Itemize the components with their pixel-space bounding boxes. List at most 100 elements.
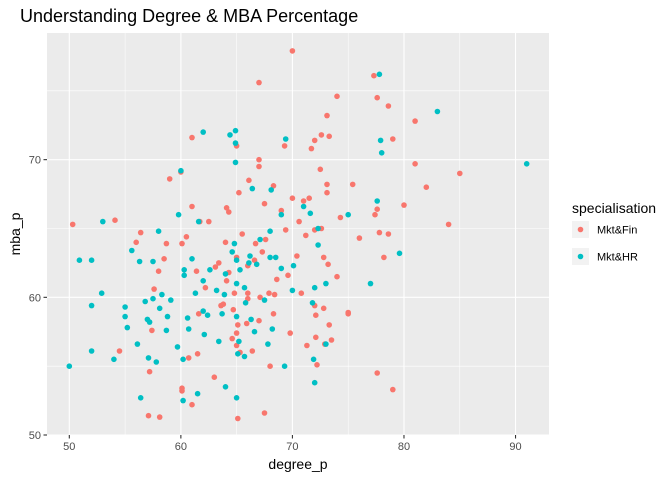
- data-point: [278, 211, 285, 218]
- data-point: [241, 284, 248, 291]
- data-point: [278, 265, 285, 272]
- data-point: [252, 240, 259, 247]
- data-point: [267, 254, 273, 261]
- data-point: [146, 319, 153, 325]
- data-point: [423, 184, 430, 190]
- data-point: [233, 330, 240, 336]
- data-point: [227, 132, 233, 138]
- data-point: [270, 311, 277, 317]
- data-point: [282, 136, 289, 142]
- data-point: [523, 161, 530, 167]
- data-point: [163, 240, 170, 247]
- data-point: [98, 290, 105, 297]
- data-point: [396, 250, 403, 257]
- data-point: [249, 185, 256, 192]
- data-point: [337, 214, 344, 221]
- x-tick-label: 60: [175, 441, 187, 453]
- data-point: [192, 290, 199, 297]
- data-point: [374, 198, 381, 204]
- data-point: [247, 253, 253, 259]
- data-point: [236, 338, 242, 345]
- x-tick-label: 50: [63, 441, 75, 453]
- data-point: [271, 291, 278, 298]
- data-point: [200, 308, 206, 314]
- data-point: [178, 167, 184, 174]
- data-point: [153, 359, 160, 365]
- data-point: [248, 316, 254, 323]
- y-tick-label: 50: [29, 430, 41, 442]
- data-point: [129, 247, 135, 254]
- data-point: [256, 156, 262, 163]
- data-point: [200, 129, 206, 135]
- data-point: [308, 145, 315, 152]
- data-point: [372, 211, 378, 218]
- data-point: [374, 206, 381, 212]
- chart-title: Understanding Degree & MBA Percentage: [20, 6, 358, 26]
- data-point: [253, 261, 260, 268]
- data-point: [300, 198, 307, 204]
- data-point: [317, 166, 324, 173]
- data-point: [194, 390, 201, 397]
- data-point: [189, 255, 195, 262]
- data-point: [285, 272, 291, 279]
- data-point: [256, 79, 262, 86]
- data-point: [226, 209, 232, 215]
- data-point: [156, 305, 163, 312]
- data-point: [245, 290, 251, 297]
- data-point: [142, 298, 148, 305]
- data-point: [412, 118, 418, 124]
- data-point: [378, 150, 385, 156]
- data-point: [161, 255, 167, 262]
- data-point: [201, 331, 208, 338]
- data-point: [267, 228, 273, 234]
- data-point: [310, 356, 317, 363]
- data-point: [242, 300, 249, 306]
- data-point: [261, 410, 268, 416]
- data-point: [164, 313, 171, 320]
- data-point: [257, 236, 263, 243]
- data-point: [320, 305, 327, 312]
- data-point: [174, 344, 181, 350]
- data-point: [145, 412, 152, 419]
- data-point: [146, 368, 153, 375]
- data-point: [345, 311, 352, 317]
- data-point: [232, 127, 239, 134]
- data-point: [88, 348, 95, 354]
- data-point: [374, 94, 381, 101]
- data-point: [289, 48, 296, 54]
- legend-label-mkt-fin: Mkt&Fin: [597, 225, 637, 237]
- data-point: [251, 257, 258, 264]
- data-point: [220, 301, 227, 308]
- data-point: [88, 302, 95, 309]
- data-point: [268, 187, 275, 193]
- data-point: [222, 239, 229, 246]
- data-point: [412, 161, 418, 167]
- data-point: [69, 221, 76, 228]
- data-point: [112, 217, 118, 223]
- data-point: [300, 203, 307, 210]
- data-point: [269, 326, 276, 332]
- data-point: [323, 280, 329, 287]
- data-point: [445, 221, 452, 228]
- data-point: [371, 72, 377, 79]
- data-point: [304, 342, 310, 349]
- data-point: [261, 200, 268, 207]
- data-point: [249, 348, 256, 354]
- data-point: [151, 286, 157, 292]
- data-point: [345, 211, 352, 218]
- data-point: [180, 356, 186, 363]
- series-mkt-fin: [69, 48, 463, 422]
- axis-ticks: 50 60 70 80 90 50 60 70: [29, 155, 522, 453]
- data-point: [289, 287, 296, 294]
- data-point: [223, 278, 230, 284]
- data-point: [251, 328, 258, 335]
- data-point: [193, 268, 200, 275]
- data-point: [289, 195, 296, 201]
- data-point: [185, 326, 192, 332]
- data-point: [175, 211, 182, 218]
- data-point: [306, 195, 313, 201]
- x-tick-label: 70: [286, 441, 298, 453]
- data-point: [401, 202, 407, 208]
- data-point: [166, 176, 173, 182]
